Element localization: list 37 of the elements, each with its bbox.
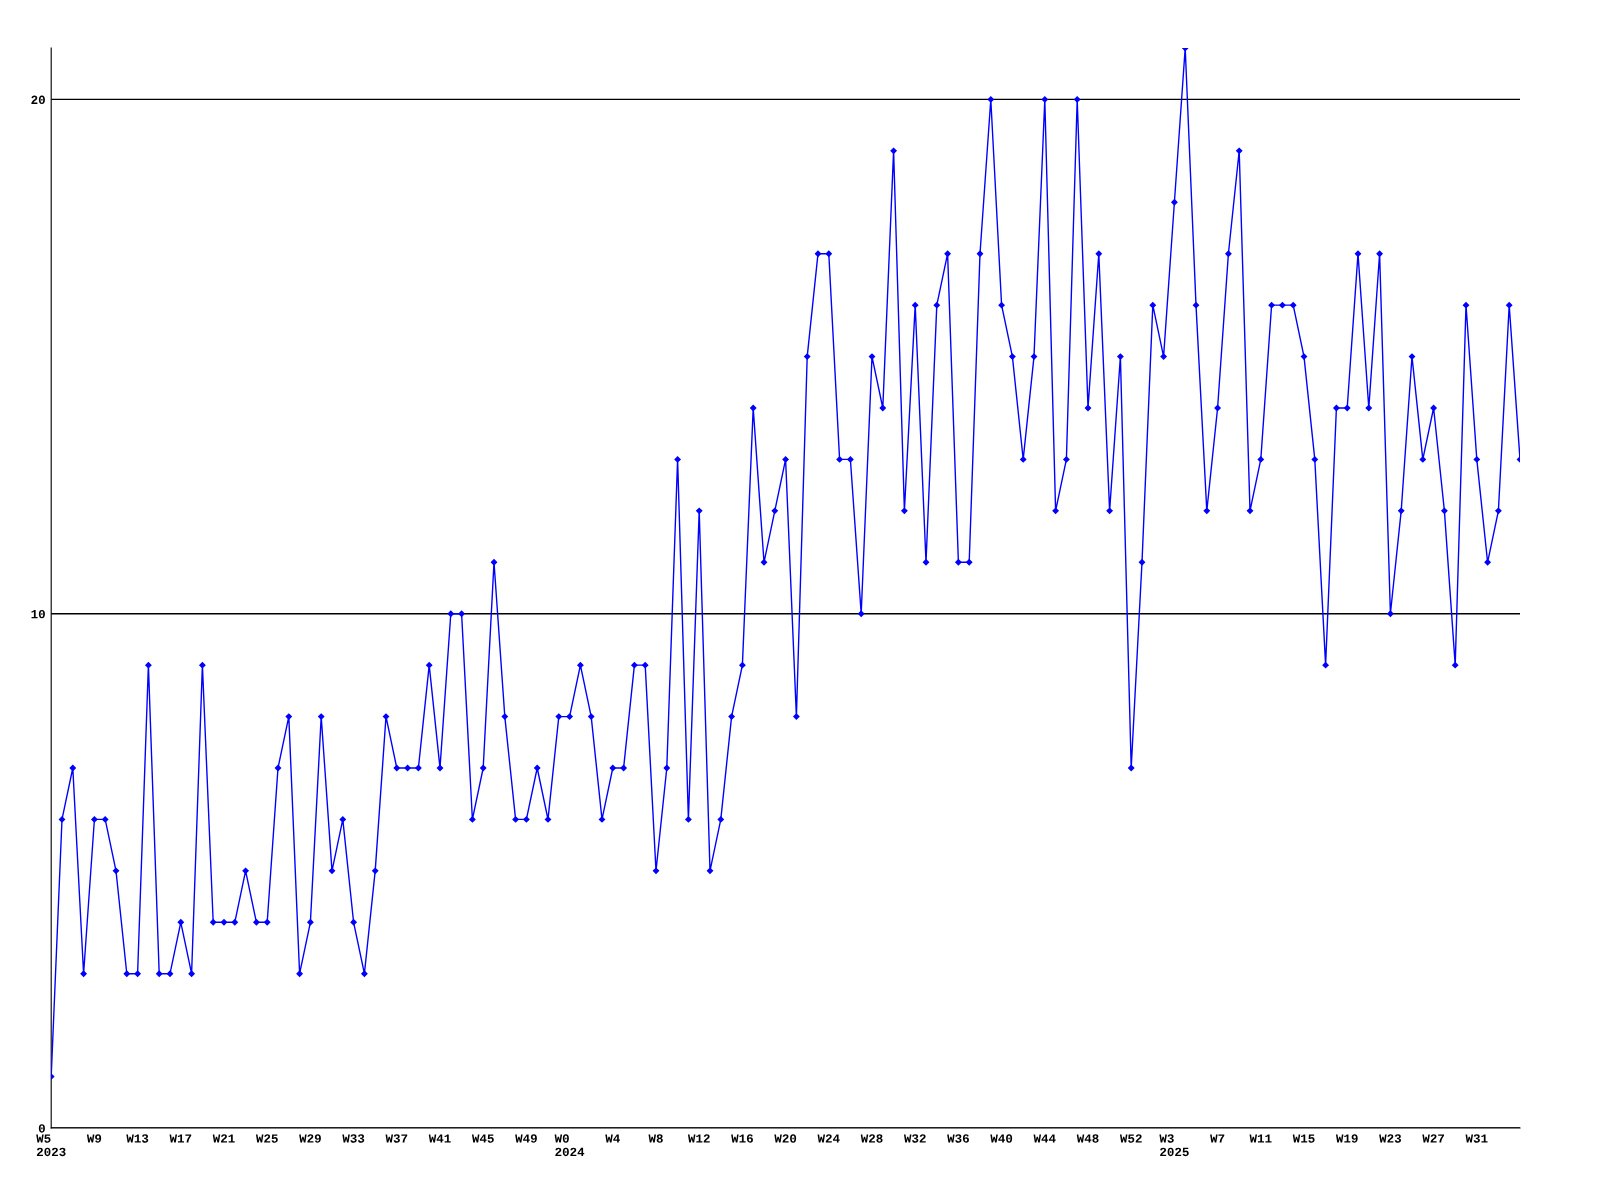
x-tick-label: W0 2024 <box>554 1134 585 1157</box>
x-tick-label: W52 <box>1119 1134 1142 1143</box>
x-tick-label: W36 <box>947 1134 969 1143</box>
x-tick-label: W33 <box>342 1134 365 1143</box>
x-tick-label: W28 <box>860 1134 883 1143</box>
x-tick-label: W27 <box>1422 1134 1445 1143</box>
y-tick-label: 10 <box>31 609 45 619</box>
x-tick-label: W37 <box>385 1134 408 1143</box>
x-tick-label: W41 <box>428 1134 451 1143</box>
y-tick-label: 0 <box>38 1124 45 1133</box>
x-tick-label: W13 <box>126 1134 149 1143</box>
x-tick-label: W20 <box>774 1134 797 1143</box>
x-tick-label: W49 <box>515 1134 537 1143</box>
x-tick-label: W15 <box>1292 1134 1315 1143</box>
x-tick-label: W11 <box>1249 1134 1272 1143</box>
x-tick-label: W3 2025 <box>1159 1134 1189 1157</box>
x-tick-label: W24 <box>817 1134 840 1143</box>
x-tick-label: W40 <box>990 1134 1013 1143</box>
x-tick-label: W17 <box>169 1134 192 1143</box>
x-tick-label: W19 <box>1335 1134 1358 1143</box>
y-tick-label: 20 <box>31 95 45 105</box>
x-tick-label: W45 <box>471 1134 494 1143</box>
x-tick-label: W44 <box>1033 1134 1056 1143</box>
x-tick-label: W16 <box>731 1134 753 1143</box>
x-tick-label: W32 <box>903 1134 926 1143</box>
x-tick-label: W5 2023 <box>36 1134 66 1157</box>
x-tick-label: W9 <box>86 1134 102 1143</box>
x-tick-label: W8 <box>648 1134 663 1143</box>
x-tick-label: W7 <box>1210 1134 1225 1143</box>
x-tick-label: W21 <box>212 1134 235 1143</box>
x-tick-label: W12 <box>687 1134 710 1143</box>
x-tick-label: W23 <box>1379 1134 1402 1143</box>
x-tick-label: W25 <box>255 1134 278 1143</box>
x-tick-label: W31 <box>1465 1134 1488 1143</box>
x-tick-label: W48 <box>1076 1134 1099 1143</box>
x-tick-label: W29 <box>299 1134 321 1143</box>
x-tick-label: W4 <box>605 1134 620 1143</box>
